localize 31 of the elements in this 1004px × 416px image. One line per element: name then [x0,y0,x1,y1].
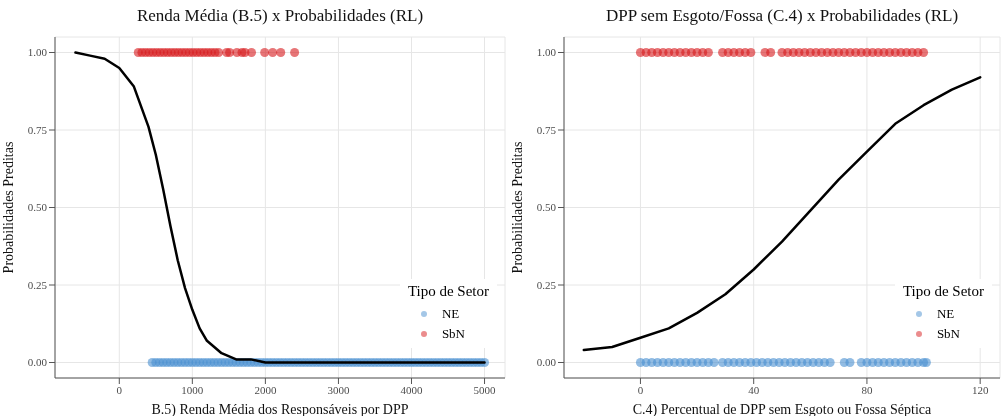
y-tick-label: 0.75 [536,123,557,136]
x-tick-label: 2000 [254,383,277,396]
line-series [582,76,982,352]
legend-label: NE [936,306,955,322]
x-tick-label: 0 [116,383,123,396]
x-tick-label: 1000 [181,383,204,396]
chart-title: Renda Média (B.5) x Probabilidades (RL) [135,6,425,26]
x-tick-label: 0 [637,383,644,396]
y-tick-label: 0.25 [27,278,48,291]
legend-label: SbN [441,326,465,342]
y-axis-title: Probabilidades Preditas [0,141,16,274]
y-tick-label: 0.00 [536,356,557,369]
y-tick-label: 0.50 [27,201,48,214]
y-tick-label: 1.00 [27,46,48,59]
x-tick-label: 5000 [473,383,497,396]
chart-title: DPP sem Esgoto/Fossa (C.4) x Probabilidades (RL) [604,6,960,26]
legend-label: SbN [936,326,960,342]
y-axis-title: Probabilidades Preditas [509,141,525,274]
x-tick-label: 40 [748,383,760,396]
legend-title: Tipo de Setor [407,283,489,300]
x-tick-label: 4000 [400,383,423,396]
y-tick-label: 0.25 [536,278,557,291]
y-tick-label: 0.75 [27,123,48,136]
y-tick-label: 1.00 [536,46,557,59]
x-tick-label: 3000 [327,383,350,396]
y-tick-label: 0.00 [27,356,48,369]
x-tick-label: 80 [861,383,873,396]
legend-label: NE [441,306,460,322]
legend-title: Tipo de Setor [902,283,984,300]
x-tick-label: 120 [971,383,989,396]
y-tick-label: 0.50 [536,201,557,214]
